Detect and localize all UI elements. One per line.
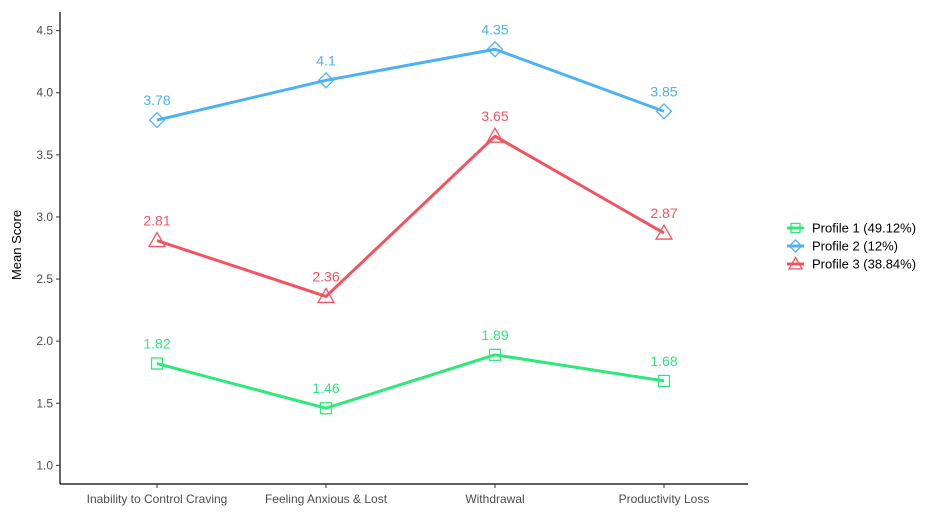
square-marker [488, 348, 502, 361]
x-tick-label: Feeling Anxious & Lost [265, 492, 388, 506]
legend: Profile 1 (49.12%) Profile 2 (12%) Profile… [787, 221, 916, 272]
data-label: 1.68 [650, 353, 677, 369]
x-tick-label: Withdrawal [465, 492, 524, 506]
data-label: 3.85 [650, 83, 677, 99]
y-tick-label: 4.5 [36, 24, 53, 38]
triangle-marker [316, 287, 336, 304]
diamond-marker [148, 111, 166, 129]
series-3: 2.81 2.36 3.65 2.87 [143, 108, 678, 304]
series-line [156, 134, 665, 298]
data-label: 1.89 [481, 327, 508, 343]
legend-label: Profile 1 (49.12%) [812, 221, 916, 236]
y-tick-label: 3.5 [36, 148, 53, 162]
y-tick-label: 2.5 [36, 272, 53, 286]
series-line [156, 47, 665, 122]
triangle-marker [147, 231, 167, 248]
data-label: 2.36 [312, 268, 339, 284]
data-label: 4.1 [316, 52, 336, 68]
triangle-marker [654, 223, 674, 240]
y-tick-label: 3.0 [36, 210, 53, 224]
diamond-marker [317, 71, 335, 89]
data-label: 3.78 [143, 92, 170, 108]
square-marker [150, 357, 164, 370]
y-tick-label: 2.0 [36, 334, 53, 348]
legend-label: Profile 3 (38.84%) [812, 257, 916, 272]
legend-item: Profile 2 (12%) [787, 239, 898, 254]
legend-label: Profile 2 (12%) [812, 239, 898, 254]
diamond-marker [486, 40, 504, 58]
series-layer: 1.82 1.46 1.89 1.68 3.78 4.1 4.35 3.85 2.81 2.36 3… [143, 21, 678, 415]
legend-item: Profile 3 (38.84%) [787, 256, 916, 272]
y-tick-label: 4.0 [36, 86, 53, 100]
series-line [156, 353, 665, 410]
triangle-marker [485, 126, 505, 143]
legend-item: Profile 1 (49.12%) [787, 221, 916, 236]
data-label: 2.87 [650, 205, 677, 221]
data-label: 4.35 [481, 21, 508, 37]
data-label: 1.46 [312, 380, 339, 396]
data-label: 1.82 [143, 336, 170, 352]
x-tick-label: Productivity Loss [619, 492, 710, 506]
series-2: 3.78 4.1 4.35 3.85 [143, 21, 678, 129]
axes: 1.0 1.5 2.0 2.5 3.0 3.5 4.0 4.5 Inability to Con… [36, 12, 748, 506]
data-label: 3.65 [481, 108, 508, 124]
diamond-marker [655, 103, 673, 120]
series-1: 1.82 1.46 1.89 1.68 [143, 327, 678, 415]
y-axis-title: Mean Score [9, 210, 24, 280]
square-marker [657, 374, 671, 388]
data-label: 2.81 [143, 213, 170, 229]
y-tick-label: 1.0 [36, 458, 53, 472]
y-tick-label: 1.5 [36, 396, 53, 410]
square-marker [319, 402, 333, 415]
square-marker [790, 222, 801, 234]
diamond-marker [788, 239, 803, 253]
triangle-marker [787, 256, 804, 270]
x-tick-label: Inability to Control Craving [87, 492, 228, 506]
